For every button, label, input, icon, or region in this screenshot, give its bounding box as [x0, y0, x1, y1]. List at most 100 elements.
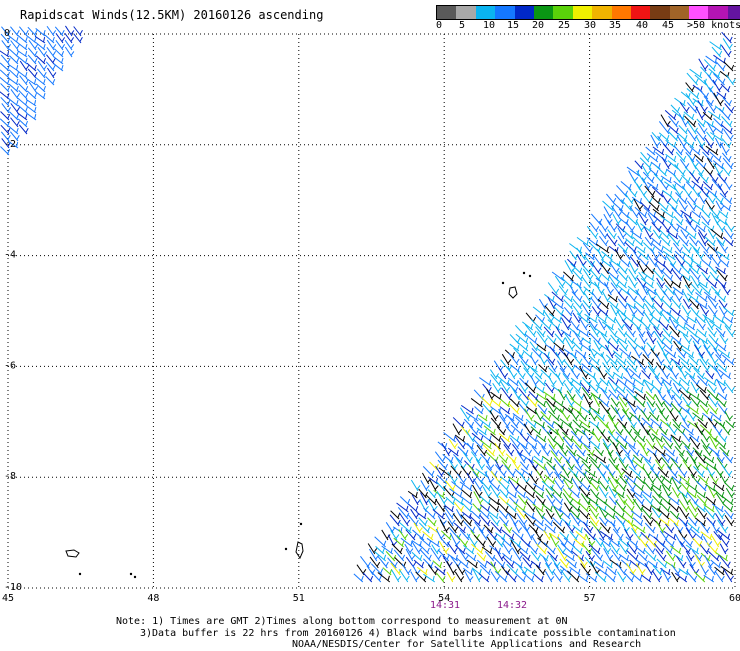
wind-barb-flag: [492, 449, 496, 455]
wind-barb-flag: [713, 387, 718, 392]
wind-barb-flag: [659, 330, 664, 336]
wind-barb-flag: [611, 470, 616, 476]
wind-barb-flag: [52, 30, 57, 35]
wind-barb-flag: [631, 226, 636, 231]
wind-barb-flag: [579, 267, 583, 273]
wind-barb-flag: [716, 211, 720, 217]
wind-barb-flag: [480, 547, 484, 553]
wind-barb-flag: [393, 541, 398, 546]
wind-barb-flag: [695, 387, 700, 392]
islet-dot: [133, 575, 137, 579]
x-tick-label: 54: [438, 593, 450, 604]
wind-barb-flag: [616, 526, 621, 532]
wind-barb-flag: [534, 442, 538, 449]
wind-barb-flag: [594, 323, 598, 329]
wind-barb-flag: [655, 155, 659, 161]
y-tick-label: -8: [4, 471, 16, 482]
wind-barb-flag: [615, 421, 619, 427]
wind-barb-flag: [542, 484, 545, 491]
wind-barb-flag: [668, 386, 673, 392]
wind-barb-flag: [728, 50, 732, 56]
wind-barb-flag: [543, 435, 547, 442]
wind-barb-flag: [697, 191, 702, 196]
wind-barb-flag: [675, 120, 679, 126]
wind-barb-flag: [604, 330, 608, 336]
wind-barb-flag: [634, 176, 639, 182]
wind-barb-flag: [665, 534, 670, 539]
wind-barb-flag: [457, 561, 462, 567]
wind-barb-flag: [715, 442, 720, 448]
wind-barb-flag: [16, 36, 19, 43]
wind-barb-flag: [603, 372, 608, 378]
wind-barb-flag: [697, 218, 701, 224]
wind-barb-flag: [713, 379, 717, 385]
wind-barb-flag: [682, 113, 685, 119]
wind-barb-flag: [703, 512, 708, 518]
wind-barb-flag: [606, 246, 609, 252]
wind-barb-flag: [588, 463, 592, 469]
wind-barb-flag: [589, 400, 594, 406]
wind-barb-flag: [79, 30, 83, 35]
wind-barb-flag: [690, 260, 693, 266]
wind-barb-flag: [612, 372, 616, 378]
wind-barb-flag: [662, 366, 666, 371]
wind-barb-flag: [25, 30, 29, 35]
wind-barb-flag: [526, 393, 530, 399]
wind-barb-flag: [620, 254, 624, 259]
wind-barb-flag: [561, 344, 565, 350]
wind-barb-flag: [729, 415, 734, 420]
wind-barb: [460, 426, 469, 436]
wind-barb-flag: [715, 527, 720, 532]
wind-barb-flag: [636, 288, 639, 294]
wind-barb-flag: [579, 302, 583, 308]
wind-barb-flag: [544, 303, 548, 308]
wind-barb: [718, 433, 727, 443]
wind-barb-flag: [714, 268, 719, 273]
wind-barb-flag: [588, 309, 593, 315]
wind-barb-flag: [633, 400, 636, 406]
wind-barb-flag: [701, 351, 705, 357]
wind-barb-flag: [543, 359, 548, 364]
wind-barb-flag: [713, 295, 717, 301]
wind-barb-flag: [424, 513, 427, 519]
wind-barb-flag: [730, 519, 735, 525]
wind-barb-flag: [704, 330, 707, 336]
wind-barb-flag: [539, 470, 544, 476]
wind-barb-flag: [685, 457, 689, 462]
wind-barb-flag: [34, 113, 37, 120]
wind-barb-flag: [397, 519, 401, 525]
wind-barb-flag: [34, 64, 37, 70]
wind-barb-flag: [602, 414, 606, 420]
wind-barb-flag: [469, 513, 472, 519]
wind-barb-flag: [623, 568, 628, 574]
wind-barb-flag: [551, 499, 556, 504]
colorbar-label: 5: [459, 20, 466, 31]
wind-barb-flag: [567, 512, 571, 518]
wind-barb-flag: [690, 289, 695, 294]
wind-barb-flag: [578, 568, 581, 574]
wind-barb-flag: [500, 540, 505, 546]
colorbar-label: 45: [662, 20, 675, 31]
wind-barb-flag: [723, 295, 727, 301]
wind-barb-flag: [632, 386, 635, 392]
wind-barb-flag: [559, 512, 564, 518]
wind-barb-flag: [651, 463, 656, 469]
wind-barb-flag: [705, 267, 708, 273]
wind-barb-flag: [633, 310, 638, 315]
wind-barb-flag: [411, 555, 416, 560]
wind-barb-flag: [647, 155, 651, 161]
wind-barb-flag: [451, 506, 454, 512]
wind-barb-flag: [16, 121, 20, 126]
wind-barb-flag: [643, 267, 648, 273]
wind-barb-flag: [618, 449, 623, 455]
wind-barb-flag: [712, 316, 715, 322]
wind-barb-flag: [34, 36, 37, 43]
wind-barb-flag: [622, 519, 626, 525]
wind-barb-flag: [614, 330, 618, 336]
wind-barb-flag: [516, 442, 521, 448]
wind-barb-flag: [677, 107, 681, 112]
wind-barb-flag: [460, 519, 464, 525]
wind-barb-flag: [580, 526, 583, 533]
wind-barb-flag: [597, 302, 602, 308]
wind-barb-flag: [560, 422, 564, 428]
